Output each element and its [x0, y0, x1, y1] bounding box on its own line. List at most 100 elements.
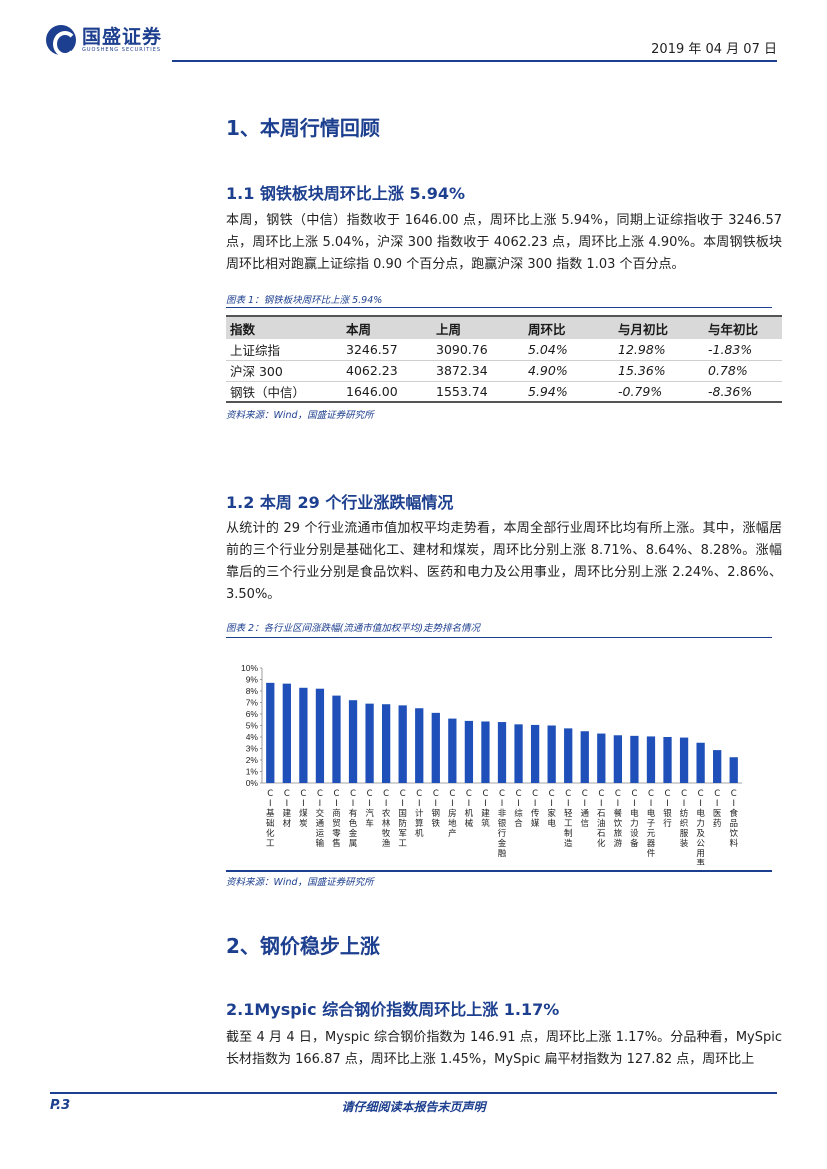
bar — [348, 700, 358, 783]
bar — [646, 736, 656, 783]
header-divider — [172, 60, 777, 62]
chart-bottom-divider — [226, 870, 772, 872]
industry-bar-chart: 0%1% 2%3% 4%5% 6%7% 8%9% 10% C I 基础化工 C I 建材 C I 煤炭 C I 交… — [241, 663, 742, 865]
y-tick-label: 6% — [246, 709, 259, 719]
table-row: 上证综指 3246.57 3090.76 5.04% 12.98% -1.83% — [226, 339, 782, 361]
section1-2-text: 从统计的 29 个行业流通市值加权平均走势看，本周全部行业周环比均有所上涨。其中… — [226, 521, 782, 602]
y-tick-label: 4% — [246, 732, 259, 742]
bar — [382, 704, 391, 783]
bar — [564, 728, 573, 783]
bar — [398, 705, 407, 783]
caption-divider — [226, 637, 772, 638]
table-cell: -8.36% — [704, 381, 782, 403]
bar — [332, 695, 341, 783]
bar — [696, 742, 705, 783]
table-header: 本周 — [342, 315, 432, 339]
x-tick-label: C I 石油石化 — [597, 789, 606, 849]
chart-caption: 图表 2：各行业区间涨跌幅(流通市值加权平均)走势排名情况 — [226, 623, 480, 634]
table-cell: -0.79% — [614, 381, 704, 403]
table-cell: 0.78% — [704, 360, 782, 382]
x-tick-label: C I 非银行金融 — [498, 789, 507, 859]
x-tick-label: C I 电子元器件 — [647, 789, 656, 859]
section1-1-text: 本周，钢铁（中信）指数收于 1646.00 点，周环比上涨 5.94%，同期上证… — [226, 213, 782, 272]
x-tick-label: C I 汽车 — [365, 789, 374, 829]
bar — [315, 688, 325, 783]
table-source: 资料来源：Wind，国盛证券研究所 — [226, 410, 374, 421]
table-cell: 5.94% — [524, 381, 614, 403]
bar — [282, 683, 291, 783]
y-tick-label: 1% — [246, 767, 259, 777]
bar — [663, 737, 672, 783]
section1-1-title: 1.1 钢铁板块周环比上涨 5.94% — [226, 184, 465, 203]
table-cell: 15.36% — [614, 360, 704, 382]
x-tick-label: C I 计算机 — [415, 789, 424, 839]
x-tick-label: C I 银行 — [663, 789, 672, 829]
y-tick-label: 9% — [246, 675, 259, 685]
section1-2-title: 1.2 本周 29 个行业涨跌幅情况 — [226, 493, 454, 512]
section2-title: 2、钢价稳步上涨 — [226, 934, 380, 958]
x-tick-label: C I 交通运输 — [316, 789, 325, 849]
caption-divider — [226, 307, 772, 308]
x-tick-label: C I 房地产 — [448, 789, 457, 839]
page-number: P.3 — [50, 1098, 71, 1113]
x-tick-label: C I 综合 — [514, 789, 523, 829]
table-cell: 4062.23 — [342, 360, 432, 382]
footer-disclaimer: 请仔细阅读本报告末页声明 — [341, 1100, 486, 1114]
bar — [464, 720, 474, 783]
bar — [530, 724, 540, 783]
x-tick-label: C I 机械 — [465, 789, 474, 829]
table-header: 与年初比 — [704, 315, 782, 339]
x-tick-label: C I 钢铁 — [432, 789, 441, 829]
logo-icon — [46, 25, 77, 57]
x-tick-label: C I 电力设备 — [630, 789, 639, 849]
table-cell: 12.98% — [614, 339, 704, 361]
x-tick-label: C I 食品饮料 — [729, 789, 738, 849]
x-tick-label: C I 国防军工 — [398, 789, 407, 849]
bar — [630, 735, 639, 783]
table-row: 沪深 300 4062.23 3872.34 4.90% 15.36% 0.78… — [226, 360, 782, 382]
table-header-row: 指数 本周 上周 周环比 与月初比 与年初比 — [226, 315, 782, 339]
bar — [547, 725, 556, 783]
x-tick-label: C I 家电 — [547, 789, 556, 829]
bar — [299, 687, 308, 783]
y-tick-label: 2% — [246, 755, 259, 765]
table-cell: 5.04% — [524, 339, 614, 361]
x-tick-label: C I 通信 — [581, 789, 590, 829]
report-date: 2019 年 04 月 07 日 — [651, 42, 777, 57]
x-tick-label: C I 有色金属 — [349, 789, 358, 849]
x-tick-label: C I 建材 — [283, 789, 292, 829]
bar — [497, 722, 507, 783]
bar — [597, 733, 606, 783]
x-tick-label: C I 农林牧渔 — [382, 789, 391, 849]
logo-english: GUOSHENG SECURITIES — [82, 46, 162, 53]
section1-title: 1、本周行情回顾 — [226, 116, 380, 140]
logo-name: 国盛证券 — [82, 25, 163, 48]
table-header: 指数 — [226, 315, 342, 339]
y-tick-label: 8% — [246, 686, 259, 696]
table-cell: 沪深 300 — [226, 360, 342, 382]
y-tick-label: 3% — [246, 744, 259, 754]
x-tick-label: C I 建筑 — [481, 789, 490, 829]
y-tick-label: 0% — [246, 778, 259, 788]
bar — [713, 750, 722, 783]
table-cell: -1.83% — [704, 339, 782, 361]
bar — [365, 703, 374, 783]
table-cell: 钢铁（中信） — [226, 381, 342, 403]
table-cell: 1646.00 — [342, 381, 432, 403]
section2-1-text: 截至 4 月 4 日，Myspic 综合钢价指数为 146.91 点，周环比上涨… — [226, 1030, 782, 1067]
table-cell: 3872.34 — [432, 360, 524, 382]
bar — [448, 718, 457, 783]
x-tick-label: C I 纺织服装 — [680, 789, 689, 849]
bar — [580, 731, 589, 783]
x-tick-label: C I 煤炭 — [299, 789, 308, 829]
x-tick-label: C I 商贸零售 — [332, 789, 341, 849]
table-cell: 4.90% — [524, 360, 614, 382]
bar — [431, 712, 440, 783]
x-tick-label: C I 基础化工 — [266, 789, 275, 849]
bar — [729, 757, 738, 783]
bar — [679, 737, 689, 783]
table-row: 钢铁（中信） 1646.00 1553.74 5.94% -0.79% -8.3… — [226, 381, 782, 403]
x-tick-label: C I 餐饮旅游 — [614, 789, 623, 849]
table-caption: 图表 1：钢铁板块周环比上涨 5.94% — [226, 295, 383, 306]
bar — [266, 682, 275, 783]
